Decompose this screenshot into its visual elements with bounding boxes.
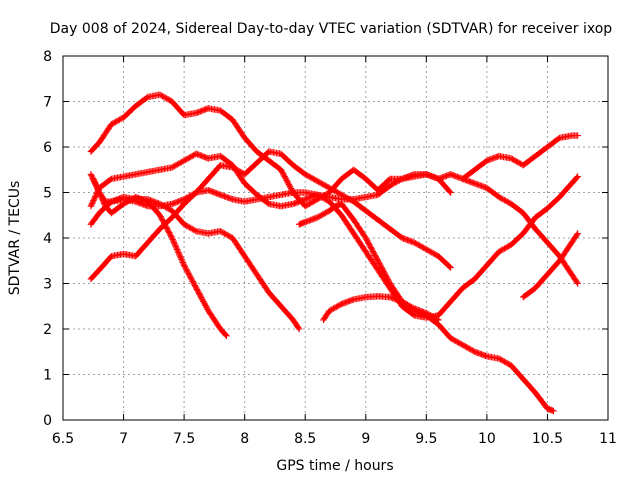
y-tick-label: 5 [43,186,52,202]
y-tick-label: 0 [43,413,52,429]
series-sat-e [87,193,303,333]
y-tick-label: 1 [43,368,52,384]
y-tick-label: 3 [43,277,52,293]
x-tick-label: 10 [478,431,496,447]
data-points [87,91,581,415]
series-markers [520,230,581,301]
series-sat-b [87,150,581,287]
x-axis-label: GPS time / hours [276,458,393,474]
y-axis-ticks: 0 1 2 3 4 5 6 7 8 [43,49,608,429]
x-tick-label: 10.5 [532,431,563,447]
chart-title: Day 008 of 2024, Sidereal Day-to-day VTE… [50,21,613,37]
x-tick-label: 8 [240,431,249,447]
x-tick-label: 9.5 [415,431,437,447]
x-tick-label: 11 [599,431,617,447]
series-sat-i [459,132,581,183]
series-markers [87,148,454,283]
x-tick-label: 7 [119,431,128,447]
y-axis-label: SDTVAR / TECUs [7,181,23,296]
grid-lines [63,56,608,420]
x-tick-label: 9 [361,431,370,447]
x-tick-label: 6.5 [52,431,74,447]
x-tick-label: 8.5 [294,431,316,447]
series-markers [87,150,581,287]
y-tick-label: 2 [43,322,52,338]
series-markers [320,293,442,324]
y-tick-label: 6 [43,140,52,156]
x-tick-label: 7.5 [173,431,195,447]
series-sat-f [87,148,454,283]
series-markers [87,193,303,333]
y-tick-label: 4 [43,231,52,247]
series-markers [459,132,581,183]
y-tick-label: 7 [43,95,52,111]
x-axis-ticks: 6.5 7 7.5 8 8.5 9 9.5 10 10.5 11 [52,56,617,447]
y-tick-label: 8 [43,49,52,65]
series-sat-h [320,293,442,324]
series-sat-j [520,230,581,301]
